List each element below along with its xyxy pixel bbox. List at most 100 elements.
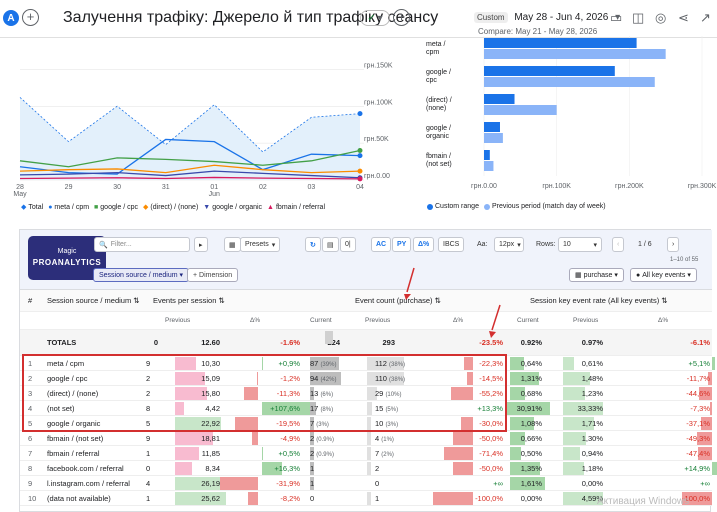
date-range-picker[interactable]: Custom May 28 - Jun 4, 2026 ▾ [474,12,620,23]
legend-item[interactable]: ▲ fbmain / referral [267,204,325,211]
share-icon[interactable]: ⋖ [678,10,689,25]
copy-button[interactable]: ▤ [322,237,339,252]
legend-marker-icon: ◆ [21,204,27,211]
table-row[interactable]: 9 l.instagram.com / referral 4 26,19 -31,9% 1… [20,476,712,491]
previous-rate-bar [563,492,603,505]
table-row[interactable]: 10 (data not available) 1 25,62 -8,2% 0 1 -10… [20,491,712,506]
count-previous: 7 (2%) [375,449,394,458]
rows-select[interactable]: 10 ▾ [558,237,602,252]
count-delta: +∞ [493,479,503,488]
rate-previous: 4,59% [581,494,603,503]
series-line [19,164,361,174]
col-header-events-per-session: Events per session ⇅ [153,296,225,305]
x-tick-label: грн.0.00 [471,183,497,190]
table-toolbar: Magic PROANALYTICS 🔍 Filter... ▸ ▦ Preset… [20,230,712,290]
presets-button[interactable]: Presets ▾ [240,237,281,252]
y-tick-label: грн.100K [364,99,393,106]
delta-toggle[interactable]: Δ% [413,237,435,252]
table-row[interactable]: 8 facebook.com / referral 0 8,34 +16,3% 1 2 -… [20,461,717,476]
previous-rate-bar [563,417,594,430]
legend-item[interactable]: ■ google / cpc [94,204,138,211]
table-row[interactable]: 3 (direct) / (none) 2 15,80 -11,3% 13 (6%) 29 … [20,386,712,401]
insights-icon[interactable]: ◎ [655,10,667,25]
magic-top: Magic [57,248,77,255]
rate-previous: 1,18% [581,464,603,473]
bar [484,133,503,143]
table-row[interactable]: 5 google / organic 5 22,92 -19,5% 7 (3%) 10 (3… [20,416,712,431]
current-rate-bar [510,417,534,430]
col-header-key-event-rate: Session key event rate (All key events) … [530,296,668,305]
bar [484,94,515,104]
row-number: 5 [28,419,33,428]
delta-bar [505,402,513,415]
filter-input[interactable]: 🔍 Filter... [94,237,190,252]
dimension-chip[interactable]: Session source / medium ▾ [93,268,190,282]
font-size-value: 12px [499,241,515,248]
key-events-select[interactable]: ● All key events ▾ [630,268,697,282]
ibcs-toggle[interactable]: IBCS [438,237,465,252]
events-current: 9 [146,434,151,443]
purchase-select[interactable]: ▦ purchase ▾ [569,268,624,282]
calendar-icon: ▦ [575,272,582,279]
dimension-value: fbmain / referral [47,449,100,458]
current-rate-bar [510,432,525,445]
ac-toggle[interactable]: AC [371,237,392,252]
bar [484,122,500,132]
table-row[interactable]: 1 meta / cpm 9 10,30 +0,9% 87 (39%) 112 (38%) -… [20,356,716,371]
count-previous: 112 (38%) [375,359,406,368]
zero-button[interactable]: 0| [340,237,356,252]
py-toggle[interactable]: PY [392,237,412,252]
category-label: cpm [426,49,439,56]
category-label: google / [426,69,451,76]
delta-bar [444,447,473,460]
calendar-icon[interactable]: ▦ [224,237,241,252]
count-delta: -50,0% [479,464,503,473]
current-count-bar [310,417,314,430]
table-row[interactable]: 6 fbmain / (not set) 9 18,81 -4,9% 2 (0.9%) 4 … [20,431,712,446]
delta-bar [464,357,473,370]
status-badge[interactable]: ✓ ▾ [360,10,390,26]
events-current: 5 [146,419,151,428]
table-row[interactable]: 7 fbmain / referral 1 11,85 +0,5% 2 (0.9%) 7 (… [20,446,712,461]
page-indicator: 1 / 6 [638,241,652,248]
search-icon: 🔍 [99,241,108,249]
bar [484,49,666,59]
events-delta: -4,9% [280,434,300,443]
legend-item[interactable]: ▼ google / organic [203,204,262,211]
edit-report-icon[interactable]: ▭ [610,10,623,25]
legend-marker-icon: ▲ [267,203,274,211]
legend-marker-icon: ■ [94,203,99,211]
table-row[interactable]: 2 google / cpc 2 15,09 -1,2% 94 (42%) 110 (38%… [20,371,712,386]
dimension-value: fbmain / (not set) [47,434,104,443]
prev-page-button[interactable]: ‹ [612,237,625,252]
prev-value-bar [175,462,192,475]
next-page-button[interactable]: › [667,237,680,252]
add-comparison-button[interactable]: + [22,9,39,26]
add-dimension-button[interactable]: + Dimension [187,268,239,282]
legend-item[interactable]: ● meta / cpm [48,204,89,211]
legend-item[interactable]: ◆ Total [21,203,43,212]
x-tick-label: грн.100K [542,183,571,190]
subheader-label: Previous [365,317,391,324]
account-avatar[interactable]: A [3,10,19,26]
legend-label: google / organic [212,203,263,211]
play-button[interactable]: ▸ [194,237,208,252]
add-filter-button[interactable]: + [393,9,410,26]
delta-bar [252,432,258,445]
x-tick-label: 28 [16,184,24,191]
trend-icon[interactable]: ↗ [700,10,711,25]
legend-custom-range: Custom range [435,203,479,210]
table-row[interactable]: 4 (not set) 8 4,42 +107,6% 17 (8%) 15 (5%) +13,… [20,401,712,416]
legend-marker-icon: ◆ [143,204,149,211]
compare-icon[interactable]: ◫ [632,10,645,25]
legend-item[interactable]: ◆ (direct) / (none) [143,203,198,212]
rate-delta: -7,3% [690,404,710,413]
font-size-select[interactable]: 12px ▾ [494,237,524,252]
prev-value-bar [175,432,213,445]
refresh-button[interactable]: ↻ [305,237,321,252]
delta-bar [461,417,473,430]
rate-current: 0,66% [520,434,542,443]
count-delta: +13,3% [477,404,503,413]
totals-value: 293 [382,338,395,345]
